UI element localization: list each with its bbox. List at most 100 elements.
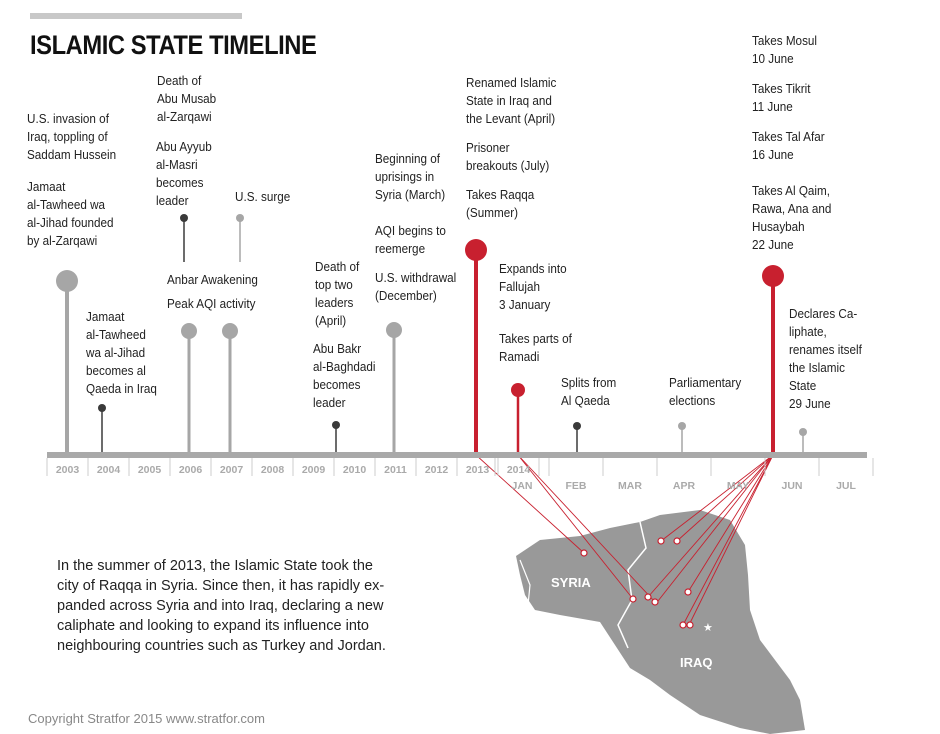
event-label: U.S. invasion of Iraq, toppling of Saddam … (27, 110, 126, 164)
event-label-line: 10 June (752, 51, 794, 66)
event-label-line: Declares Ca- (789, 306, 858, 321)
event-markers (56, 214, 807, 436)
event-label-line: 11 June (752, 99, 793, 114)
event-label-line: Rawa, Ana and (752, 201, 832, 216)
event-marker (98, 404, 106, 412)
city-marker (629, 595, 637, 603)
event-label-line: Iraq, toppling of (27, 129, 108, 144)
event-label: Renamed Islamic State in Iraq and the Leva… (466, 74, 566, 128)
month-label: FEB (566, 480, 587, 492)
map-city-markers (580, 537, 694, 629)
page-title: ISLAMIC STATE TIMELINE (30, 30, 317, 60)
city-marker (651, 598, 659, 606)
event-label-line: Abu Musab (157, 91, 217, 106)
event-label-line: Death of (315, 259, 360, 274)
event-label-line: Parliamentary (669, 375, 742, 390)
event-label-line: U.S. invasion of (27, 111, 109, 126)
event-label-line: becomes (313, 377, 361, 392)
event-label-line: Takes Mosul (752, 33, 818, 48)
event-label-line: Death of (157, 73, 202, 88)
event-label-line: al-Jihad founded (27, 215, 114, 230)
event-label-line: (December) (375, 288, 437, 303)
event-label-line: Jamaat (27, 179, 66, 194)
event-label: Takes Tikrit 11 June (752, 80, 817, 116)
event-label-line: State (789, 378, 817, 393)
event-marker (332, 421, 340, 429)
event-label: U.S. surge (235, 188, 296, 206)
month-label: MAY (727, 480, 749, 492)
event-label-line: Anbar Awakening (167, 272, 258, 287)
title-bar-decoration (30, 13, 242, 19)
month-label: MAR (618, 480, 642, 492)
event-label-line: by al-Zarqawi (27, 233, 98, 248)
event-label: AQI begins to reemerge (375, 222, 454, 258)
year-label: 2010 (343, 464, 367, 476)
event-label-line: al-Tawheed wa (27, 197, 106, 212)
event-label-line: Qaeda in Iraq (86, 381, 157, 396)
event-label: Abu Bakr al-Baghdadi becomes leader (313, 340, 382, 412)
event-marker (180, 214, 188, 222)
event-label-line: leader (156, 193, 189, 208)
paragraph-line: caliphate and looking to expand its infl… (57, 618, 369, 634)
event-label-line: Beginning of (375, 151, 441, 166)
event-label-line: the Levant (April) (466, 111, 556, 126)
event-label-line: Takes Al Qaim, (752, 183, 831, 198)
event-marker (386, 322, 402, 338)
event-label-line: Peak AQI activity (167, 296, 256, 311)
event-label-line: wa al-Jihad (86, 345, 146, 360)
event-label: Takes parts of Ramadi (499, 330, 580, 366)
map-label-syria: SYRIA (551, 575, 591, 590)
event-label-line: renames itself (789, 342, 862, 357)
paragraph-line: city of Raqqa in Syria. Since then, it h… (57, 578, 385, 594)
summary-paragraph: In the summer of 2013, the Islamic State… (57, 556, 432, 656)
event-label-line: elections (669, 393, 716, 408)
event-label-line: Fallujah (499, 279, 540, 294)
event-label: Jamaat al-Tawheed wa al-Jihad founded by al… (27, 178, 123, 250)
year-label: 2006 (179, 464, 203, 476)
event-label-line: liphate, (789, 324, 827, 339)
event-label: Takes Tal Afar 16 June (752, 128, 833, 164)
paragraph-line: In the summer of 2013, the Islamic State… (57, 558, 373, 574)
event-label-line: AQI begins to (375, 223, 446, 238)
event-label-line: becomes (156, 175, 204, 190)
city-marker (686, 621, 694, 629)
city-raqqa-marker (580, 549, 588, 557)
event-label-line: Takes Raqqa (466, 187, 535, 202)
year-label: 2012 (425, 464, 449, 476)
month-label: JUN (781, 480, 802, 492)
event-marker (181, 323, 197, 339)
event-label-line: Takes Tikrit (752, 81, 811, 96)
event-label-line: (April) (315, 313, 347, 328)
event-label-line: al-Tawheed (86, 327, 146, 342)
event-label-line: U.S. withdrawal (375, 270, 457, 285)
event-marker (573, 422, 581, 430)
event-label-line: uprisings in (375, 169, 435, 184)
event-label-line: Prisoner (466, 140, 510, 155)
event-label: Parliamentary elections (669, 374, 749, 410)
event-label-line: 22 June (752, 237, 794, 252)
paragraph-line: panded across Syria and into Iraq, decla… (57, 598, 384, 614)
city-marker (644, 593, 652, 601)
month-label: JAN (511, 480, 532, 492)
event-label-line: leaders (315, 295, 354, 310)
month-label: APR (673, 480, 696, 492)
event-stems (65, 219, 804, 452)
event-label-line: al-Baghdadi (313, 359, 376, 374)
event-label-line: al-Zarqawi (157, 109, 212, 124)
event-label: Anbar Awakening (167, 271, 268, 289)
event-label-line: reemerge (375, 241, 426, 256)
event-label: Declares Ca-liphate, renames itself the Is… (789, 305, 870, 413)
event-label: Prisoner breakouts (July) (466, 139, 558, 175)
month-label: JUL (836, 480, 856, 492)
event-label-line: 3 January (499, 297, 551, 312)
event-label-line: top two (315, 277, 353, 292)
copyright: Copyright Stratfor 2015 www.stratfor.com (28, 711, 265, 726)
event-label: Death of top two leaders (April) (315, 258, 364, 330)
event-label-line: Splits from (561, 375, 617, 390)
event-label-line: Renamed Islamic (466, 75, 557, 90)
event-label-line: Abu Ayyub (156, 139, 212, 154)
event-label-line: Husaybah (752, 219, 805, 234)
event-label-line: Jamaat (86, 309, 125, 324)
event-label: Takes Raqqa (Summer) (466, 186, 542, 222)
